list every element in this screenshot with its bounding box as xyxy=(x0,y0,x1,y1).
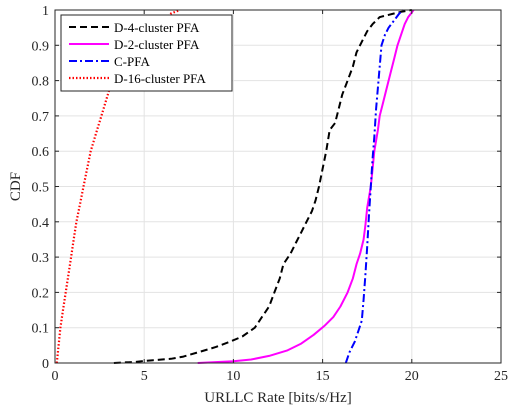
y-tick-label: 0.8 xyxy=(32,75,50,90)
grid xyxy=(54,9,502,364)
ticks: 0 5 10 15 20 25 0 0.1 0.2 0.3 0.4 0.5 0.6 0.7 0.8 0.9 1 xyxy=(32,4,509,384)
y-tick-label: 0.9 xyxy=(32,39,50,54)
y-tick-label: 0.6 xyxy=(32,145,50,160)
y-tick-label: 0.7 xyxy=(32,110,50,125)
x-tick-label: 25 xyxy=(494,369,508,384)
series-line-4 xyxy=(55,8,181,364)
y-tick-label: 0.1 xyxy=(32,322,50,337)
y-tick-label: 0.3 xyxy=(32,251,50,266)
x-axis-label: URLLC Rate [bits/s/Hz] xyxy=(204,390,351,406)
legend-label-1: D-4-cluster PFA xyxy=(114,20,200,35)
legend-label-3: C-PFA xyxy=(114,54,150,69)
series-line-2 xyxy=(197,9,415,364)
y-tick-label: 0.2 xyxy=(32,286,50,301)
y-tick-label: 1 xyxy=(42,4,49,19)
y-tick-label: 0.4 xyxy=(32,216,50,231)
x-tick-label: 20 xyxy=(405,369,419,384)
x-tick-label: 10 xyxy=(226,369,240,384)
x-tick-label: 15 xyxy=(316,369,330,384)
series-line-3 xyxy=(344,9,404,364)
x-tick-label: 0 xyxy=(52,369,59,384)
legend-label-4: D-16-cluster PFA xyxy=(114,71,206,86)
y-tick-label: 0.5 xyxy=(32,181,50,196)
legend: D-4-cluster PFA D-2-cluster PFA C-PFA D-16-… xyxy=(60,14,233,92)
series-layer xyxy=(55,8,415,364)
y-tick-label: 0 xyxy=(42,357,49,372)
legend-label-2: D-2-cluster PFA xyxy=(114,37,200,52)
y-axis-label: CDF xyxy=(8,172,24,201)
x-tick-label: 5 xyxy=(141,369,148,384)
series-line-1 xyxy=(113,9,412,364)
legend-box xyxy=(60,14,233,92)
